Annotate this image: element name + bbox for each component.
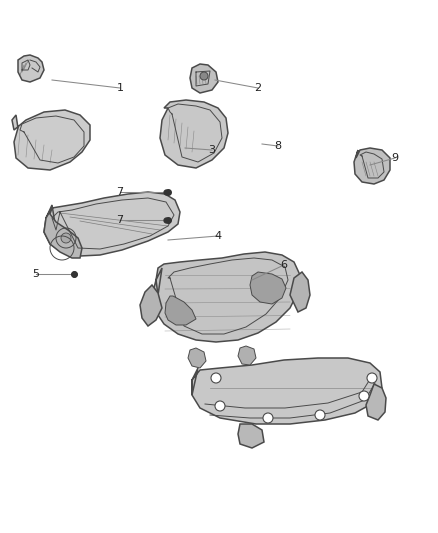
Polygon shape [140, 285, 162, 326]
Polygon shape [190, 64, 218, 93]
Polygon shape [354, 148, 390, 184]
Circle shape [367, 373, 377, 383]
Text: 6: 6 [280, 260, 287, 270]
Circle shape [315, 410, 325, 420]
Circle shape [61, 233, 71, 243]
Polygon shape [250, 272, 286, 304]
Polygon shape [44, 192, 180, 256]
Circle shape [200, 72, 208, 80]
Text: 3: 3 [208, 145, 215, 155]
Polygon shape [238, 346, 256, 365]
Polygon shape [192, 358, 382, 424]
Text: 4: 4 [215, 231, 222, 241]
Polygon shape [366, 384, 386, 420]
Text: 8: 8 [275, 141, 282, 151]
Polygon shape [290, 272, 310, 312]
Polygon shape [238, 424, 264, 448]
Circle shape [215, 401, 225, 411]
Text: 1: 1 [117, 83, 124, 93]
Polygon shape [165, 296, 196, 325]
Circle shape [211, 373, 221, 383]
Polygon shape [188, 348, 206, 368]
Polygon shape [160, 100, 228, 168]
Circle shape [359, 391, 369, 401]
Circle shape [263, 413, 273, 423]
Polygon shape [18, 55, 44, 82]
Text: 9: 9 [392, 153, 399, 163]
Polygon shape [44, 208, 82, 258]
Polygon shape [12, 110, 90, 170]
Text: 7: 7 [117, 215, 124, 225]
Text: 7: 7 [117, 187, 124, 197]
Polygon shape [152, 252, 300, 342]
Text: 5: 5 [32, 269, 39, 279]
Text: 2: 2 [254, 83, 261, 93]
